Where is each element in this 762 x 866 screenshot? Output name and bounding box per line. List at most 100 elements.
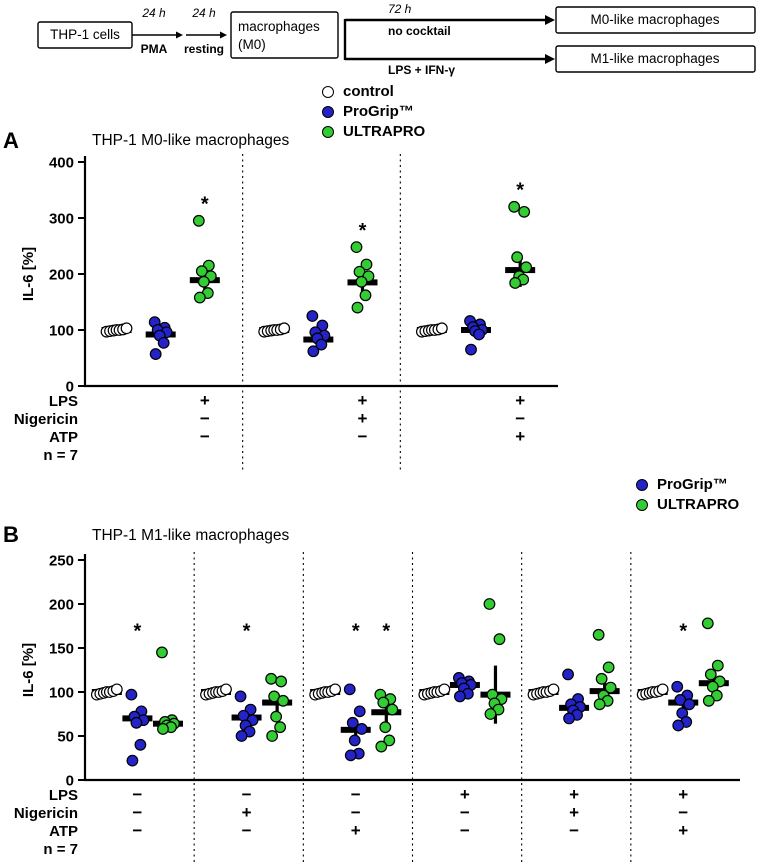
ultrapro-data-point — [193, 291, 206, 304]
ultrapro-data-point — [156, 646, 168, 659]
progrip-data-point — [672, 719, 685, 732]
condition-symbol: + — [515, 427, 525, 446]
ultrapro-data-point — [483, 598, 496, 610]
control-marker-icon — [322, 85, 334, 98]
control-data-point — [547, 683, 560, 696]
condition-symbol: − — [200, 427, 210, 446]
condition-symbol: − — [351, 785, 361, 804]
ultrapro-data-point — [266, 730, 279, 742]
ultrapro-data-point — [265, 672, 278, 685]
ultrapro-data-point — [604, 681, 617, 694]
ultrapro-data-point — [493, 633, 506, 646]
progrip-data-point — [344, 749, 357, 762]
progrip-data-point — [235, 730, 248, 742]
mean-bar — [371, 709, 402, 716]
resting-duration-label: 24 h — [191, 6, 216, 20]
macrophages-label-line1: macrophages — [238, 19, 320, 34]
no-cocktail-label: no cocktail — [388, 24, 451, 38]
y-tick-label: 300 — [49, 211, 74, 228]
n-label: n = 7 — [43, 447, 78, 464]
control-data-point — [220, 683, 232, 696]
progrip-data-point — [157, 336, 170, 349]
y-tick-label: 150 — [49, 641, 74, 658]
ultrapro-data-point — [157, 723, 169, 735]
legend-label-progrip-b: ProGrip™ — [657, 476, 728, 493]
y-tick-label: 250 — [49, 553, 74, 570]
control-data-point — [120, 322, 133, 335]
condition-symbol: − — [132, 785, 142, 804]
progrip-data-point — [563, 712, 575, 725]
y-tick-label: 0 — [66, 773, 74, 790]
condition-symbol: − — [678, 803, 688, 822]
progrip-data-point — [149, 348, 162, 360]
progrip-data-point — [465, 343, 477, 356]
progrip-data-point — [473, 328, 485, 341]
condition-symbol: + — [460, 785, 470, 804]
panel-b-letter: B — [3, 522, 19, 547]
ultrapro-data-point — [508, 200, 521, 213]
y-tick-label: 100 — [49, 685, 74, 702]
legend-label-progrip: ProGrip™ — [343, 103, 414, 120]
ultrapro-data-point — [595, 672, 608, 685]
control-data-point — [438, 683, 451, 696]
condition-row-label: LPS — [49, 787, 78, 804]
pma-treatment-label: PMA — [141, 42, 168, 56]
thp1-cells-label: THP-1 cells — [50, 27, 120, 42]
progrip-data-point — [562, 668, 574, 681]
significance-asterisk: * — [134, 620, 142, 642]
y-tick-label: 200 — [49, 597, 74, 614]
progrip-data-point — [234, 690, 247, 703]
ultrapro-data-point — [593, 698, 606, 711]
ultrapro-data-point — [701, 617, 714, 630]
panel-b-title: THP-1 M1-like macrophages — [92, 527, 290, 544]
ultrapro-data-point — [704, 668, 717, 681]
y-axis-label: IL-6 [%] — [20, 247, 37, 301]
lps-ifn-arrowhead-icon — [545, 54, 555, 64]
resting-treatment-label: resting — [184, 42, 224, 56]
ultrapro-data-point — [511, 251, 524, 264]
ultrapro-data-point — [509, 277, 522, 289]
ultrapro-data-point — [592, 628, 605, 641]
ultrapro-marker-icon — [322, 125, 334, 138]
n-label: n = 7 — [43, 841, 78, 858]
condition-symbol: + — [678, 821, 688, 840]
progrip-data-point — [348, 734, 361, 747]
condition-symbol: + — [242, 803, 252, 822]
condition-symbol: − — [569, 821, 579, 840]
mean-bar — [340, 726, 371, 733]
condition-symbol: + — [358, 409, 368, 428]
condition-symbol: + — [358, 391, 368, 410]
resting-arrowhead-icon — [220, 31, 227, 39]
legend-item-ultrapro: ULTRAPRO — [322, 124, 425, 139]
progrip-data-point — [126, 754, 139, 767]
ultrapro-data-point — [197, 275, 210, 288]
ultrapro-data-point — [484, 708, 497, 720]
condition-symbol: + — [200, 391, 210, 410]
branch-duration-label: 72 h — [388, 2, 412, 16]
mean-bar — [262, 699, 293, 706]
condition-row-label: LPS — [49, 393, 78, 410]
m1-like-label: M1-like macrophages — [590, 51, 719, 66]
significance-asterisk: * — [516, 180, 524, 202]
progrip-data-point — [355, 723, 368, 735]
progrip-data-point — [306, 310, 319, 322]
legend-main: control ProGrip™ ULTRAPRO — [322, 84, 425, 139]
m1-like-box — [555, 45, 756, 73]
pma-arrowhead-icon — [176, 31, 183, 39]
ultrapro-data-point — [350, 241, 363, 254]
condition-symbol: − — [351, 803, 361, 822]
ultrapro-data-point — [710, 689, 723, 702]
progrip-data-point — [683, 698, 696, 711]
ultrapro-marker-icon — [636, 498, 648, 511]
mean-bar — [505, 267, 536, 274]
progrip-marker-icon — [322, 105, 334, 118]
workflow-diagram: THP-1 cells 24 h PMA 24 h resting macrop… — [37, 2, 756, 77]
condition-row-label: ATP — [49, 429, 78, 446]
significance-asterisk: * — [359, 220, 367, 242]
y-tick-label: 200 — [49, 267, 74, 284]
ultrapro-data-point — [355, 275, 368, 288]
m0-like-box — [555, 6, 756, 34]
significance-asterisk: * — [243, 620, 251, 642]
